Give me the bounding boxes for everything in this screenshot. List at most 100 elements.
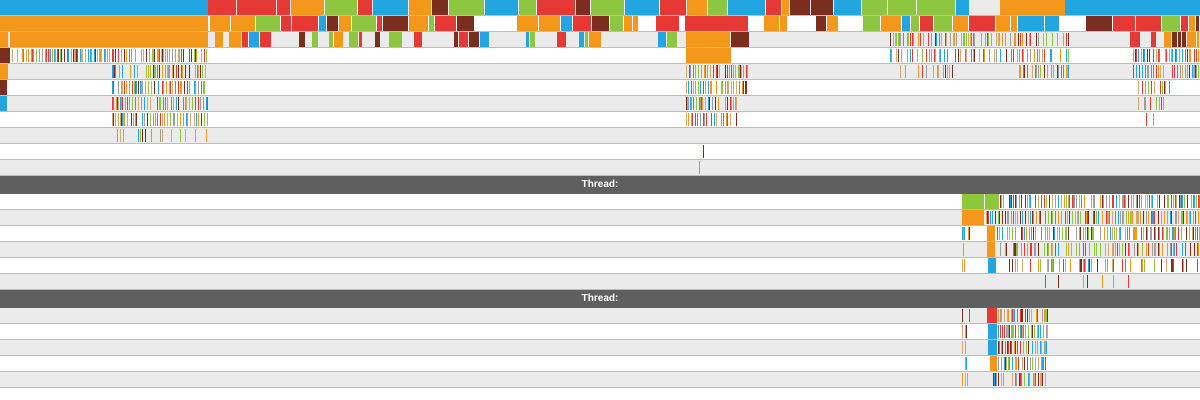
call-tick[interactable] xyxy=(1087,227,1088,240)
call-tick[interactable] xyxy=(165,97,166,110)
call-tick[interactable] xyxy=(138,129,139,142)
call-tick[interactable] xyxy=(974,49,975,62)
call-span[interactable] xyxy=(1151,32,1156,47)
call-tick[interactable] xyxy=(1110,227,1111,240)
call-tick[interactable] xyxy=(901,49,902,62)
call-tick[interactable] xyxy=(1165,49,1166,62)
call-tick[interactable] xyxy=(1103,195,1104,208)
call-tick[interactable] xyxy=(701,65,702,78)
call-tick[interactable] xyxy=(1106,195,1107,208)
call-tick[interactable] xyxy=(1052,243,1053,256)
call-span[interactable] xyxy=(1136,16,1161,31)
call-tick[interactable] xyxy=(733,81,734,94)
call-span[interactable] xyxy=(339,16,351,31)
call-tick[interactable] xyxy=(1172,49,1173,62)
call-tick[interactable] xyxy=(716,65,717,78)
call-tick[interactable] xyxy=(1131,211,1132,224)
call-span[interactable] xyxy=(231,16,255,31)
call-tick[interactable] xyxy=(1128,195,1129,208)
call-tick[interactable] xyxy=(1094,195,1095,208)
call-tick[interactable] xyxy=(1187,211,1188,224)
call-tick[interactable] xyxy=(1016,195,1017,208)
call-tick[interactable] xyxy=(135,81,136,94)
call-tick[interactable] xyxy=(1169,49,1170,62)
call-tick[interactable] xyxy=(1023,49,1024,62)
call-span[interactable] xyxy=(349,32,358,47)
call-tick[interactable] xyxy=(1153,211,1154,224)
call-span[interactable] xyxy=(685,16,748,31)
call-tick[interactable] xyxy=(1195,211,1196,224)
call-tick[interactable] xyxy=(723,113,724,126)
call-tick[interactable] xyxy=(1092,227,1093,240)
call-tick[interactable] xyxy=(1198,195,1199,208)
call-tick[interactable] xyxy=(1051,259,1052,272)
call-tick[interactable] xyxy=(1109,195,1110,208)
call-tick[interactable] xyxy=(691,113,692,126)
call-tick[interactable] xyxy=(688,97,689,110)
call-tick[interactable] xyxy=(1183,259,1184,272)
call-tick[interactable] xyxy=(91,49,92,62)
call-tick[interactable] xyxy=(939,33,940,46)
call-tick[interactable] xyxy=(995,373,996,386)
call-tick[interactable] xyxy=(1122,259,1123,272)
call-tick[interactable] xyxy=(1032,211,1033,224)
call-tick[interactable] xyxy=(1030,211,1031,224)
call-tick[interactable] xyxy=(1187,65,1188,78)
call-span[interactable] xyxy=(1000,0,1065,15)
call-tick[interactable] xyxy=(1167,243,1168,256)
call-tick[interactable] xyxy=(1167,195,1168,208)
call-tick[interactable] xyxy=(973,33,974,46)
call-span[interactable] xyxy=(327,16,338,31)
call-tick[interactable] xyxy=(1030,243,1031,256)
call-tick[interactable] xyxy=(36,49,37,62)
call-tick[interactable] xyxy=(996,373,997,386)
call-tick[interactable] xyxy=(1040,259,1041,272)
call-tick[interactable] xyxy=(195,97,196,110)
call-tick[interactable] xyxy=(134,65,135,78)
call-tick[interactable] xyxy=(141,97,142,110)
call-tick[interactable] xyxy=(60,49,61,62)
call-tick[interactable] xyxy=(113,97,114,110)
call-tick[interactable] xyxy=(962,259,963,272)
call-span[interactable] xyxy=(920,16,933,31)
call-span[interactable] xyxy=(0,48,10,63)
call-tick[interactable] xyxy=(1015,211,1016,224)
call-tick[interactable] xyxy=(1024,373,1025,386)
call-span[interactable] xyxy=(325,0,357,15)
call-tick[interactable] xyxy=(1130,211,1131,224)
call-tick[interactable] xyxy=(1008,357,1009,370)
call-tick[interactable] xyxy=(45,49,46,62)
call-tick[interactable] xyxy=(961,33,962,46)
call-span[interactable] xyxy=(358,0,372,15)
call-tick[interactable] xyxy=(1152,211,1153,224)
call-tick[interactable] xyxy=(984,49,985,62)
call-span[interactable] xyxy=(902,16,910,31)
call-tick[interactable] xyxy=(890,49,891,62)
call-tick[interactable] xyxy=(142,81,143,94)
call-span[interactable] xyxy=(517,16,538,31)
call-span[interactable] xyxy=(1086,16,1112,31)
call-tick[interactable] xyxy=(969,309,970,322)
call-tick[interactable] xyxy=(1002,211,1003,224)
call-tick[interactable] xyxy=(928,33,929,46)
call-span[interactable] xyxy=(352,16,376,31)
call-tick[interactable] xyxy=(1135,227,1136,240)
call-tick[interactable] xyxy=(118,49,119,62)
call-tick[interactable] xyxy=(1086,211,1087,224)
call-tick[interactable] xyxy=(1009,195,1010,208)
call-tick[interactable] xyxy=(173,97,174,110)
call-tick[interactable] xyxy=(1138,243,1139,256)
call-tick[interactable] xyxy=(1119,227,1120,240)
call-span[interactable] xyxy=(1196,16,1199,31)
call-tick[interactable] xyxy=(704,113,705,126)
call-tick[interactable] xyxy=(1001,195,1002,208)
call-tick[interactable] xyxy=(741,65,742,78)
call-tick[interactable] xyxy=(73,49,74,62)
call-span[interactable] xyxy=(816,16,826,31)
call-tick[interactable] xyxy=(1136,65,1137,78)
call-tick[interactable] xyxy=(1027,309,1028,322)
call-tick[interactable] xyxy=(1066,65,1067,78)
call-tick[interactable] xyxy=(1028,211,1029,224)
call-tick[interactable] xyxy=(1032,357,1033,370)
call-tick[interactable] xyxy=(1000,309,1001,322)
